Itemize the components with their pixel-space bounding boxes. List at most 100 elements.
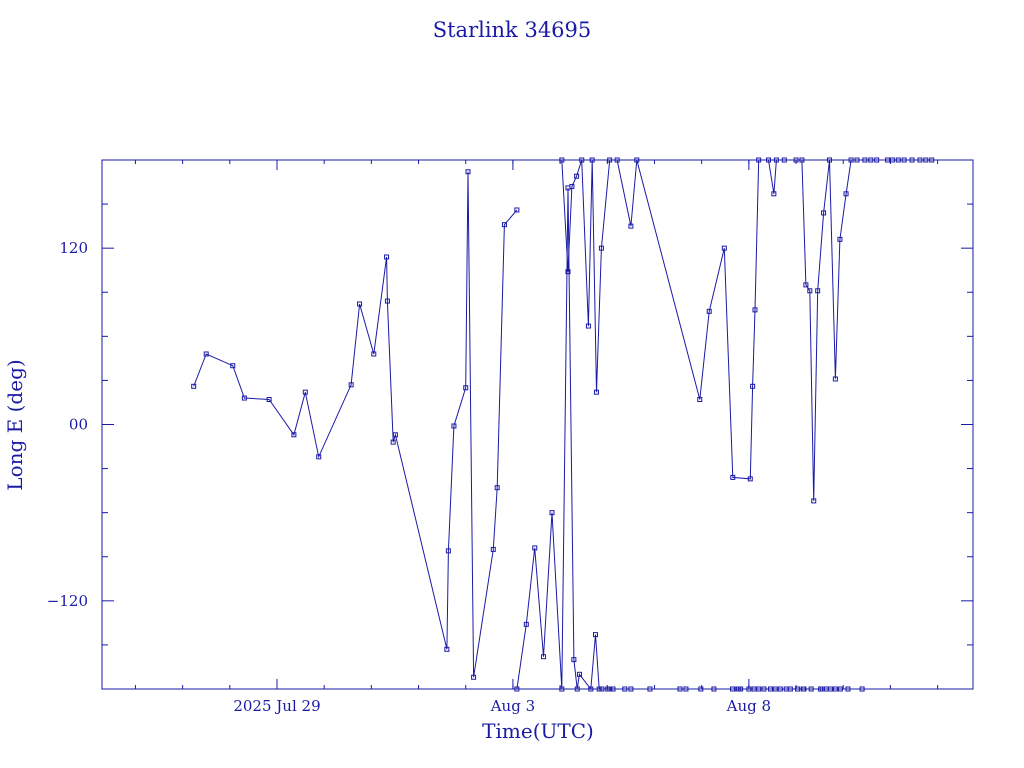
data-point — [392, 432, 398, 438]
data-point — [230, 363, 236, 369]
data-point — [761, 686, 767, 692]
data-point — [917, 157, 923, 163]
data-point — [771, 191, 777, 197]
data-point — [799, 157, 805, 163]
data-point — [316, 454, 322, 460]
data-point — [862, 157, 868, 163]
series-line — [516, 187, 863, 691]
data-point — [565, 269, 571, 275]
data-point — [585, 323, 591, 329]
data-point — [832, 686, 838, 692]
data-point — [885, 157, 891, 163]
y-tick-label: 00 — [69, 416, 88, 434]
data-point — [807, 288, 813, 294]
data-point — [815, 288, 821, 294]
y-axis-label: Long E (deg) — [3, 359, 27, 490]
data-point — [598, 245, 604, 251]
data-point — [803, 282, 809, 288]
data-point — [781, 157, 787, 163]
data-point — [501, 222, 507, 228]
data-point — [837, 236, 843, 242]
data-point — [747, 476, 753, 482]
data-point — [523, 621, 529, 627]
data-point — [756, 157, 762, 163]
data-point — [465, 169, 471, 175]
data-point — [698, 686, 704, 692]
data-point — [384, 298, 390, 304]
data-point — [647, 686, 653, 692]
y-tick-label: −120 — [47, 592, 88, 610]
x-tick-label: Aug 8 — [726, 697, 771, 715]
data-point — [711, 686, 717, 692]
series-line — [784, 159, 932, 501]
data-point — [451, 423, 457, 429]
data-point — [848, 157, 854, 163]
data-point — [571, 657, 577, 663]
data-point — [628, 223, 634, 229]
data-point — [837, 686, 843, 692]
data-point — [801, 686, 807, 692]
data-point — [599, 686, 605, 692]
data-point — [559, 686, 565, 692]
data-point — [371, 351, 377, 357]
series-line — [561, 159, 777, 480]
data-point — [593, 632, 599, 638]
data-point — [821, 210, 827, 216]
data-point — [752, 307, 758, 313]
y-tick-label: 120 — [59, 239, 88, 257]
data-point — [569, 183, 575, 189]
data-point — [203, 351, 209, 357]
data-point — [607, 157, 613, 163]
data-point — [494, 485, 500, 491]
data-point — [827, 686, 833, 692]
data-point — [697, 397, 703, 403]
data-point — [514, 686, 520, 692]
data-point — [767, 686, 773, 692]
data-point — [750, 383, 756, 389]
data-point — [463, 385, 469, 391]
data-point — [574, 173, 580, 179]
data-point — [471, 674, 477, 680]
data-point — [514, 207, 520, 213]
data-point — [588, 686, 594, 692]
data-point — [874, 157, 880, 163]
data-point — [909, 157, 915, 163]
data-point — [390, 439, 396, 445]
data-point — [576, 671, 582, 677]
data-point — [579, 157, 585, 163]
data-point — [302, 389, 308, 395]
data-point — [746, 686, 752, 692]
data-point — [622, 686, 628, 692]
data-point — [808, 686, 814, 692]
data-series — [191, 157, 935, 692]
axis-tick-labels: 2025 Jul 29 Aug 3 Aug 8 120 00 −120 — [47, 239, 771, 715]
data-point — [895, 157, 901, 163]
data-point — [721, 245, 727, 251]
data-point — [706, 308, 712, 314]
data-point — [549, 510, 555, 516]
data-point — [772, 686, 778, 692]
data-point — [773, 157, 779, 163]
data-point — [777, 686, 783, 692]
data-point — [241, 395, 247, 401]
data-point — [559, 157, 565, 163]
data-point — [596, 686, 602, 692]
data-point — [794, 686, 800, 692]
data-point — [589, 157, 595, 163]
data-point — [793, 157, 799, 163]
series-line — [193, 171, 518, 678]
data-point — [628, 686, 634, 692]
data-point — [889, 157, 895, 163]
data-point — [677, 686, 683, 692]
data-point — [445, 548, 451, 554]
data-point — [191, 383, 197, 389]
data-point — [929, 157, 935, 163]
data-point — [444, 646, 450, 652]
data-point — [787, 686, 793, 692]
data-point — [901, 157, 907, 163]
chart-title: Starlink 34695 — [433, 18, 592, 42]
data-point — [923, 157, 929, 163]
data-point — [384, 254, 390, 260]
data-point — [868, 157, 874, 163]
